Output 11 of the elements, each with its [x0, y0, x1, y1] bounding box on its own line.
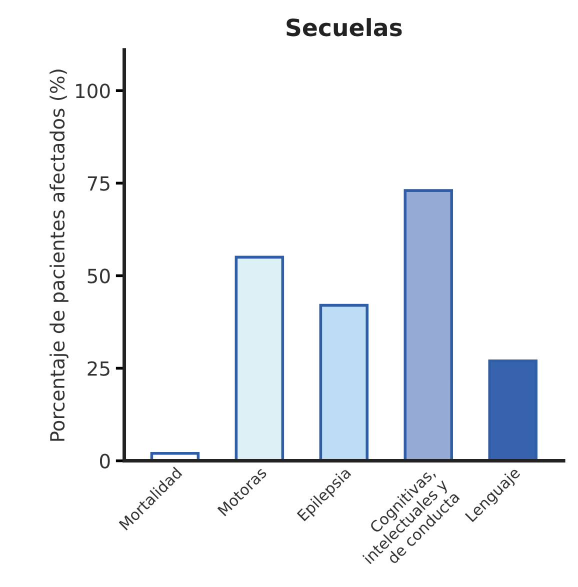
bar [488, 359, 538, 461]
y-tick-label: 75 [88, 176, 110, 191]
y-tick-label: 50 [88, 268, 110, 284]
bar [319, 304, 369, 461]
bar [404, 189, 454, 461]
y-tick-label: 0 [100, 454, 110, 468]
bar [234, 256, 284, 461]
chart-title: Secuelas [286, 18, 402, 36]
y-axis-title: Porcentaje de pacientes afectados (%) [50, 70, 68, 441]
y-tick-label: 100 [76, 84, 110, 98]
y-tick-label: 25 [88, 361, 110, 376]
